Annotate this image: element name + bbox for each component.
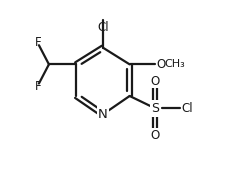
Text: S: S <box>151 102 159 115</box>
Text: O: O <box>156 58 165 71</box>
Text: Cl: Cl <box>97 21 108 34</box>
Text: O: O <box>150 130 159 142</box>
Text: N: N <box>98 108 107 121</box>
Text: F: F <box>35 36 41 49</box>
Text: CH₃: CH₃ <box>164 59 184 69</box>
Text: Cl: Cl <box>180 102 192 115</box>
Text: O: O <box>150 74 159 88</box>
Text: F: F <box>35 79 41 93</box>
